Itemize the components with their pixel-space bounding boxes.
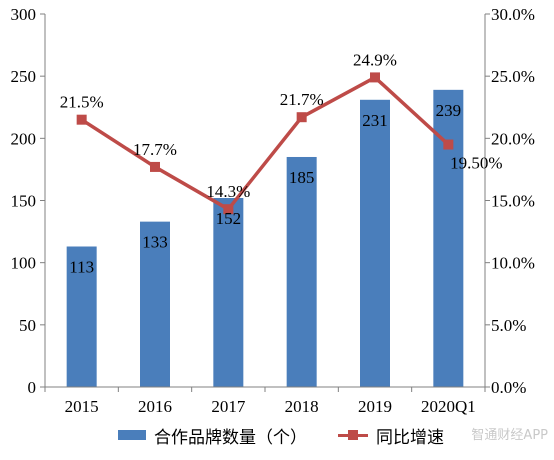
axes: 0 50 100 150 200 250 300 0.0% 5.0% 10.0% 15.0% 20.0… [11,5,535,416]
y-right-tick-label: 15.0% [491,192,535,211]
bar-value-label-2020Q1: 239 [436,101,462,120]
legend: 合作品牌数量（个） 同比增速 [0,420,554,450]
bar-2017 [213,198,244,387]
bar-value-label-2018: 185 [289,168,315,187]
line-value-label-2018: 21.7% [280,90,324,109]
legend-swatch-line [338,429,368,441]
legend-label-bar: 合作品牌数量（个） [154,427,307,448]
line-marker-2015 [76,114,87,125]
y-right-tick-label: 5.0% [491,316,526,335]
line-value-label-2015: 21.5% [60,93,104,112]
y-left-tick-label: 300 [11,5,37,24]
bar-value-label-2016: 133 [142,233,168,252]
line-marker-2017 [223,204,234,215]
line-value-label-2016: 17.7% [133,140,177,159]
legend-swatch-bar [118,430,146,440]
bar-value-label-2019: 231 [362,111,388,130]
line-series [76,72,454,215]
y-left-tick-label: 100 [11,254,37,273]
legend-label-line: 同比增速 [376,427,444,448]
y-right-tick-label: 0.0% [491,378,526,397]
y-right-tick-label: 20.0% [491,129,535,148]
x-tick-label-2018: 2018 [285,397,319,416]
bar-2020Q1 [433,89,464,388]
data-labels: 113 133 152 185 231 239 21.5% 17.7% 14.3% 21.7% 24… [60,50,503,276]
bar-2015 [66,246,97,387]
legend-item-bar: 合作品牌数量（个） [118,420,307,450]
bar-value-label-2017: 152 [216,209,242,228]
line-value-label-2019: 24.9% [353,50,397,69]
y-right-tick-label: 25.0% [491,67,535,86]
y-left-tick-label: 150 [11,192,37,211]
x-tick-label-2016: 2016 [138,397,172,416]
y-right-tick-label: 10.0% [491,254,535,273]
x-tick-label-2019: 2019 [358,397,392,416]
bar-value-label-2015: 113 [69,258,94,277]
y-left-tick-label: 0 [28,378,37,397]
line-value-label-2017: 14.3% [206,182,250,201]
x-tick-label-2020Q1: 2020Q1 [421,397,476,416]
bar-2018 [286,156,317,387]
legend-item-line: 同比增速 [338,420,444,450]
bar-2016 [140,221,170,387]
x-tick-label-2017: 2017 [211,397,246,416]
line-value-label-2020Q1: 19.50% [450,154,502,173]
y-right-tick-label: 30.0% [491,5,535,24]
y-left-tick-label: 250 [11,67,37,86]
line-marker-2018 [296,112,307,123]
growth-line [80,75,450,211]
y-left-tick-label: 50 [19,316,36,335]
line-marker-2016 [150,161,160,172]
x-tick-label-2015: 2015 [65,397,99,416]
y-left-tick-label: 200 [11,129,37,148]
bar-2019 [360,99,390,387]
line-marker-2019 [370,72,380,83]
bar-series [66,89,464,388]
line-marker-2020Q1 [443,139,454,150]
watermark: 智通财经APP [471,428,548,443]
